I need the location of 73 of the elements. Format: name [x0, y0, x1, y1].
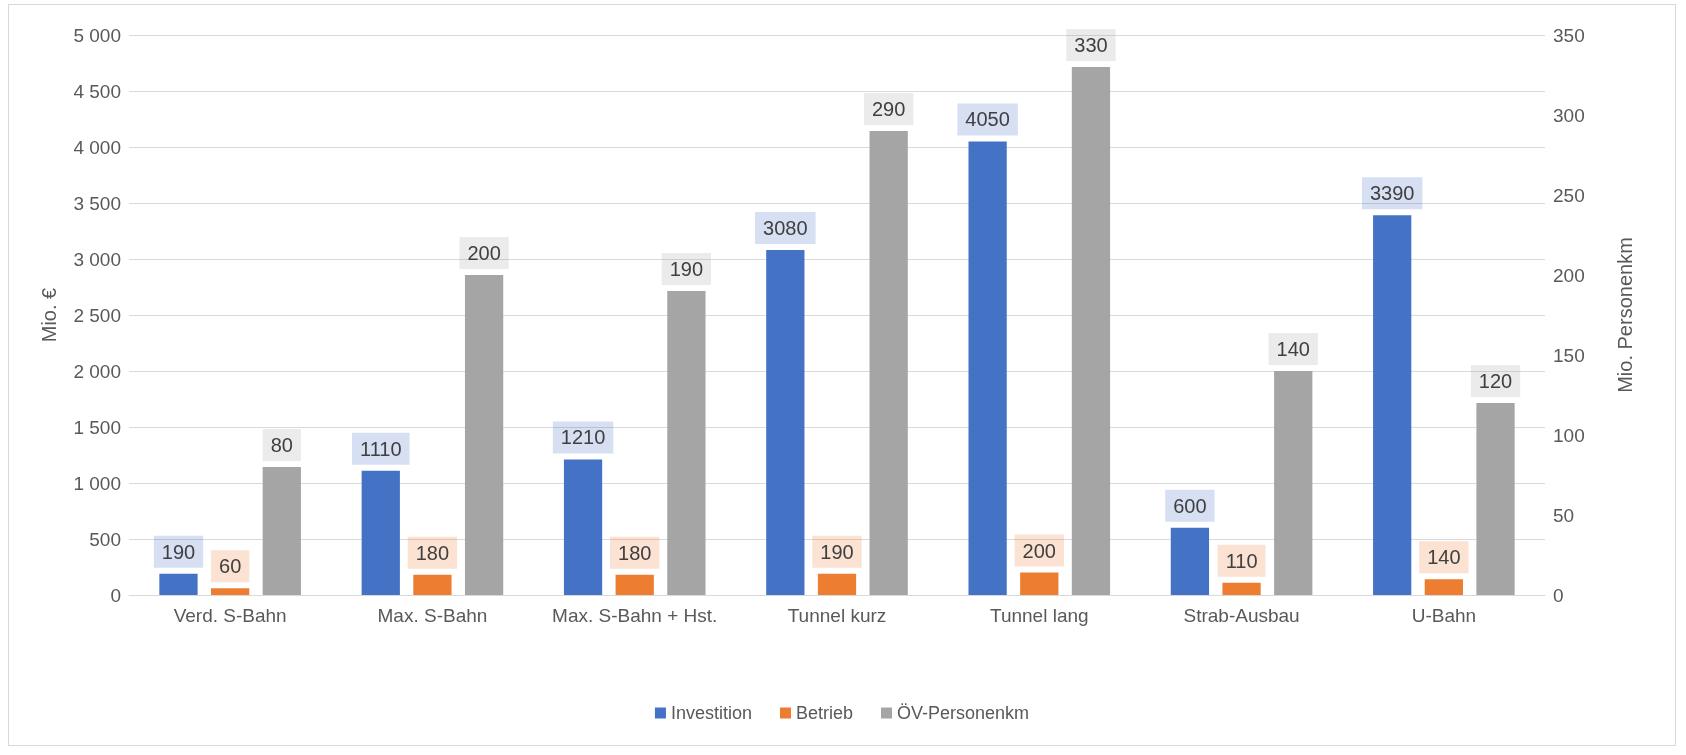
data-label: 110 — [1225, 549, 1258, 572]
bar — [361, 470, 400, 595]
y-tick-label: 3 000 — [73, 248, 121, 270]
x-tick-label: Max. S-Bahn — [377, 604, 488, 626]
y-axis-title: Mio. € — [38, 287, 60, 343]
data-label: 80 — [270, 434, 293, 456]
bar — [1170, 527, 1210, 595]
y2-tick-label: 350 — [1553, 24, 1585, 46]
bar — [464, 275, 504, 595]
data-label: 190 — [820, 540, 854, 563]
bar — [1071, 67, 1111, 595]
data-label: 3080 — [763, 217, 808, 240]
data-label: 200 — [467, 242, 501, 264]
y2-tick-label: 150 — [1553, 344, 1585, 366]
bar — [413, 574, 452, 595]
bar — [817, 573, 857, 595]
bar — [766, 250, 805, 595]
bar — [667, 291, 706, 595]
data-label: 330 — [1074, 34, 1108, 56]
data-label: 1210 — [560, 426, 606, 449]
x-tick-label: Tunnel lang — [989, 604, 1089, 626]
y2-tick-label: 250 — [1553, 184, 1585, 206]
y2-tick-label: 0 — [1553, 584, 1564, 606]
y-tick-label: 4 500 — [73, 80, 121, 102]
data-label: 180 — [618, 541, 652, 564]
x-tick-label: Max. S-Bahn + Hst. — [552, 604, 718, 626]
data-label: 120 — [1478, 370, 1513, 392]
bar — [1424, 579, 1463, 595]
data-label: 200 — [1022, 539, 1056, 562]
data-label: 190 — [669, 258, 704, 280]
y2-tick-label: 200 — [1553, 264, 1585, 286]
data-label: 3390 — [1369, 182, 1415, 205]
bar — [869, 131, 908, 595]
x-tick-label: Verd. S-Bahn — [173, 604, 287, 626]
bar — [563, 459, 603, 595]
y-tick-label: 1 500 — [73, 416, 121, 438]
x-tick-label: U-Bahn — [1411, 604, 1477, 626]
y2-tick-label: 100 — [1553, 424, 1585, 446]
y-tick-label: 2 500 — [73, 304, 121, 326]
bar — [1476, 403, 1515, 595]
bar — [968, 141, 1007, 595]
legend-label: Investition — [670, 703, 752, 723]
bar — [1274, 371, 1313, 595]
data-label: 140 — [1276, 338, 1310, 360]
data-label: 60 — [219, 555, 242, 578]
y-tick-label: 1 000 — [73, 472, 121, 494]
y2-axis-title: Mio. Personenkm — [1614, 237, 1636, 393]
data-label: 140 — [1427, 546, 1461, 569]
bar — [159, 573, 198, 595]
data-label: 4050 — [965, 108, 1010, 131]
y-tick-label: 5 000 — [73, 24, 121, 46]
y2-tick-label: 300 — [1553, 104, 1585, 126]
y-tick-label: 4 000 — [73, 136, 121, 158]
x-tick-label: Strab-Ausbau — [1183, 604, 1300, 626]
bar — [1222, 582, 1261, 595]
legend-label: Betrieb — [795, 703, 854, 723]
data-label: 600 — [1173, 494, 1207, 517]
y-tick-label: 2 000 — [73, 360, 121, 382]
bar — [615, 574, 654, 595]
y-tick-label: 3 500 — [73, 192, 121, 214]
data-label: 190 — [161, 540, 196, 563]
data-label: 1110 — [360, 437, 402, 460]
legend-label: ÖV-Personenkm — [897, 703, 1030, 723]
x-tick-label: Tunnel kurz — [787, 604, 887, 626]
data-label: 290 — [871, 98, 906, 120]
data-label: 180 — [415, 541, 450, 564]
y2-tick-label: 50 — [1553, 504, 1575, 526]
bar — [211, 588, 250, 595]
y-tick-label: 0 — [110, 584, 121, 606]
y-tick-label: 500 — [89, 528, 121, 550]
bar — [262, 467, 301, 595]
bar — [1020, 572, 1059, 595]
bar — [1373, 215, 1412, 595]
